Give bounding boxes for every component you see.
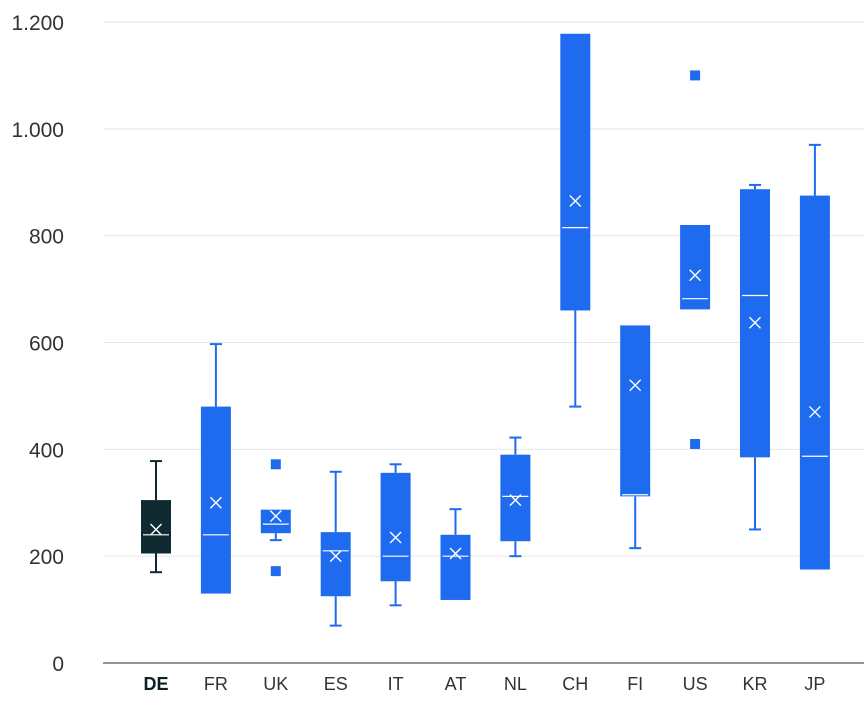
mean-marker-stroke [150,523,162,536]
box-kr [740,183,770,531]
y-tick-label: 400 [29,439,64,462]
box-es [320,470,351,627]
box-iqr [141,500,171,554]
outlier-point [690,438,701,449]
mean-marker-stroke [449,547,462,560]
mean-marker-stroke [209,496,222,509]
box-uk [260,459,291,577]
y-tick-label: 800 [29,226,64,249]
box-nl [500,436,531,558]
box-iqr [260,509,291,534]
x-tick-label-jp: JP [804,674,825,694]
x-tick-label-it: IT [388,674,404,694]
box-ch [560,33,591,408]
mean-marker-stroke [329,550,342,563]
x-tick-label-de: DE [143,674,168,694]
x-tick-label-es: ES [324,674,348,694]
boxes [141,33,830,627]
box-at [440,508,471,600]
x-tick-label-uk: UK [263,674,288,694]
x-tick-label-ch: CH [562,674,588,694]
x-tick-label-kr: KR [742,674,767,694]
box-iqr [620,325,651,497]
y-tick-label: 0 [52,653,64,676]
category-labels: DE FR UK ES IT AT NL CH FI US KR JP [143,674,825,694]
mean-marker-stroke [569,194,582,207]
y-tick-label: 600 [29,333,64,356]
mean-marker-stroke [389,531,402,544]
y-tick-label: 1.200 [11,12,64,35]
x-tick-label-at: AT [445,674,467,694]
box-iqr [440,534,471,600]
box-fr [200,343,231,594]
x-tick-label-us: US [683,674,708,694]
box-iqr [380,472,411,582]
box-us [680,70,711,449]
box-iqr [500,454,531,542]
box-iqr [799,195,830,570]
box-jp [799,143,830,570]
box-iqr [680,224,711,310]
box-it [380,463,411,607]
y-tick-label: 200 [29,546,64,569]
mean-marker-stroke [808,405,821,418]
mean-marker-stroke [269,510,282,523]
mean-marker-stroke [629,379,642,392]
mean-marker-stroke [689,269,702,282]
y-tick-label: 1.000 [11,119,64,142]
box-iqr [560,33,591,311]
y-axis-tick-labels: 0 200 400 600 800 1.000 1.200 [11,12,64,676]
box-de [141,460,171,574]
mean-marker-stroke [509,494,522,507]
box-iqr [200,406,231,594]
x-tick-label-nl: NL [504,674,527,694]
outlier-point [270,459,281,470]
outlier-point [690,70,701,81]
box-fi [620,325,651,550]
x-tick-label-fi: FI [627,674,643,694]
outlier-point [270,566,281,577]
box-iqr [320,532,351,597]
mean-marker-stroke [749,316,761,329]
x-tick-label-fr: FR [204,674,228,694]
